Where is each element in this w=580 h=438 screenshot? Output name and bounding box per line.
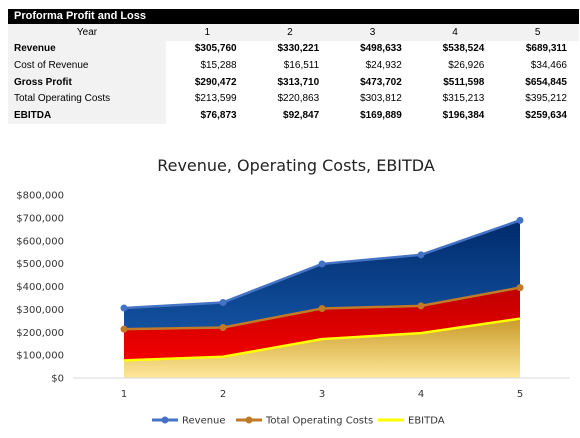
table-cell: $76,873 [200,109,237,121]
y-tick-label: $0 [51,374,64,385]
row-label: Gross Profit [8,73,166,91]
y-tick-label: $100,000 [16,351,64,362]
data-point [120,304,128,312]
table-cell: $313,710 [277,76,320,88]
data-point [219,323,227,331]
table-cell: $213,599 [194,93,237,105]
y-tick-label: $300,000 [16,305,64,316]
table-cell: $511,598 [443,76,485,88]
data-point [120,325,128,333]
y-tick-label: $700,000 [16,213,64,224]
table-cell: $654,845 [525,76,567,88]
y-tick-label: $500,000 [16,259,64,270]
table-cell: $92,847 [283,109,320,121]
year-header-1: 1 [166,24,249,41]
data-point [318,260,326,268]
table-cell: $290,472 [194,76,237,88]
table-cell: $16,511 [283,59,320,71]
table-cell: $303,812 [360,93,402,105]
row-label: Revenue [8,40,166,58]
table-cell: $498,633 [360,43,402,55]
y-tick-label: $200,000 [16,328,64,339]
table-cell: $26,926 [448,59,485,71]
x-tick-label: 4 [418,389,424,400]
x-tick-label: 1 [121,389,127,400]
table-row-cost-of-revenue: Cost of Revenue $15,288 $16,511 $24,932 … [8,57,579,74]
row-label: Cost of Revenue [8,57,166,74]
year-header-3: 3 [331,24,414,41]
legend-label: EBITDA [408,416,445,427]
table-row-total-operating-costs: Total Operating Costs $213,599 $220,863 … [8,90,579,107]
year-header-2: 2 [248,24,332,41]
row-label: EBITDA [8,106,166,124]
legend-label: Total Operating Costs [265,416,373,427]
series-line-2 [123,317,521,362]
legend-marker [245,416,253,424]
table-cell: $538,524 [442,43,485,55]
table-cell: $395,212 [525,93,567,105]
table-cell: $689,311 [525,43,567,55]
table-cell: $169,889 [360,109,402,121]
table-cell: $473,702 [360,76,402,88]
table-cell: $259,634 [525,109,567,121]
data-point [516,216,524,224]
data-point [417,251,425,259]
table-cell: $196,384 [442,109,485,121]
table-row-gross-profit: Gross Profit $290,472 $313,710 $473,702 … [8,73,579,91]
x-tick-label: 3 [319,389,325,400]
table-title: Proforma Profit and Loss [8,9,579,24]
table-cell: $24,932 [365,59,402,71]
table-row-ebitda: EBITDA $76,873 $92,847 $169,889 $196,384… [8,106,579,124]
table-cell: $15,288 [200,59,237,71]
data-point [417,302,425,310]
row-label: Total Operating Costs [8,90,166,107]
data-point [516,284,524,292]
legend-marker [161,416,169,424]
table-cell: $34,466 [530,59,567,71]
x-tick-label: 2 [220,389,226,400]
x-tick-label: 5 [517,389,523,400]
legend-label: Revenue [182,416,226,427]
year-header-4: 4 [413,24,497,41]
profit-loss-table: Year 1 2 3 4 5 Revenue $305,760 $330,221… [8,24,579,124]
y-tick-label: $800,000 [16,191,64,202]
year-header-5: 5 [496,24,579,41]
table-cell: $220,863 [277,93,320,105]
table-cell: $315,213 [442,93,485,105]
y-tick-label: $400,000 [16,282,64,293]
table-row-revenue: Revenue $305,760 $330,221 $498,633 $538,… [8,40,579,58]
data-point [318,305,326,313]
table-header-row: Year 1 2 3 4 5 [8,24,579,41]
year-header: Year [8,24,166,41]
data-point [219,298,227,306]
table-cell: $330,221 [277,43,320,55]
chart-title: Revenue, Operating Costs, EBITDA [157,156,435,175]
y-tick-label: $600,000 [16,236,64,247]
table-cell: $305,760 [194,43,237,55]
